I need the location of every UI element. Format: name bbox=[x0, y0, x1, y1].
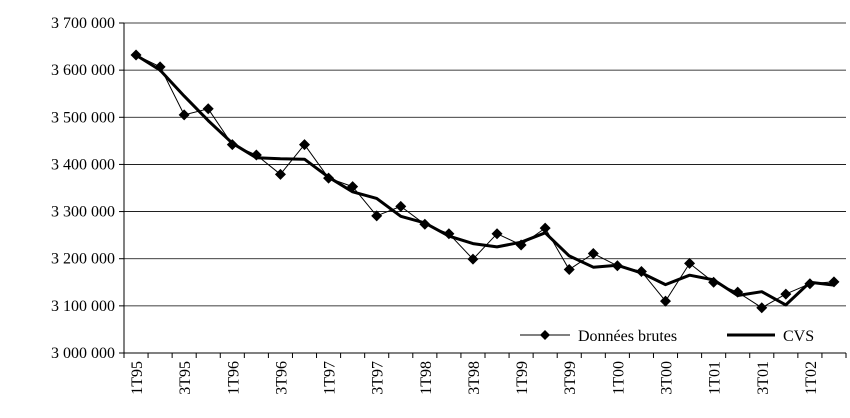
y-tick-label: 3 600 000 bbox=[51, 62, 115, 79]
series-group bbox=[130, 49, 840, 314]
y-tick-label: 3 000 000 bbox=[51, 345, 115, 362]
data-point-raw bbox=[635, 265, 647, 277]
x-tick-label: 1T95 bbox=[129, 361, 146, 395]
x-tick-label: 3T00 bbox=[659, 361, 676, 395]
data-point-raw bbox=[274, 168, 286, 180]
x-tick-label: 1T02 bbox=[803, 361, 820, 395]
data-point-raw bbox=[708, 276, 720, 288]
x-tick-label: 3T96 bbox=[273, 361, 290, 395]
data-point-raw bbox=[660, 295, 671, 307]
axes bbox=[123, 23, 846, 354]
y-tick-label: 3 500 000 bbox=[51, 109, 115, 126]
x-axis-ticks: 1T95 3T95 1T96 3T96 1T97 3T97 1T98 3T98 1T99 3T99… bbox=[123, 353, 847, 395]
data-point-raw bbox=[491, 228, 503, 240]
data-point-raw bbox=[371, 210, 383, 222]
data-point-raw bbox=[202, 103, 214, 115]
data-point-raw bbox=[539, 222, 551, 234]
data-point-raw bbox=[419, 218, 431, 230]
y-tick-label: 3 700 000 bbox=[51, 15, 115, 32]
x-tick-label: 1T97 bbox=[322, 361, 339, 395]
gridlines bbox=[124, 22, 846, 307]
y-tick-label: 3 300 000 bbox=[51, 204, 115, 221]
legend-cvs-label: CVS bbox=[783, 328, 814, 345]
legend-raw-marker bbox=[540, 330, 550, 340]
data-point-raw bbox=[347, 181, 359, 193]
data-point-raw bbox=[395, 200, 407, 212]
legend: Données brutes CVS bbox=[520, 328, 814, 345]
series-cvs-line bbox=[135, 53, 835, 307]
y-tick-label: 3 100 000 bbox=[51, 298, 115, 315]
x-tick-label: 3T97 bbox=[370, 361, 387, 395]
x-tick-label: 1T99 bbox=[514, 361, 531, 395]
data-point-raw bbox=[130, 49, 142, 61]
y-tick-label: 3 200 000 bbox=[51, 251, 115, 268]
x-tick-label: 1T98 bbox=[418, 361, 435, 395]
data-point-raw bbox=[756, 302, 768, 314]
x-tick-label: 1T00 bbox=[610, 361, 627, 395]
data-point-raw bbox=[611, 260, 623, 272]
x-tick-label: 3T99 bbox=[562, 361, 579, 395]
data-point-raw bbox=[154, 61, 166, 73]
x-tick-label: 3T98 bbox=[466, 361, 483, 395]
y-tick-label: 3 400 000 bbox=[51, 156, 115, 173]
data-point-raw bbox=[515, 239, 527, 251]
x-tick-label: 1T01 bbox=[707, 361, 724, 395]
data-point-raw bbox=[299, 139, 310, 151]
data-point-raw bbox=[563, 264, 575, 276]
data-point-raw bbox=[828, 276, 840, 288]
data-point-raw bbox=[780, 288, 792, 300]
data-point-raw bbox=[178, 109, 190, 121]
legend-raw-label: Données brutes bbox=[578, 328, 677, 345]
x-tick-label: 3T95 bbox=[177, 361, 194, 395]
data-point-raw bbox=[684, 257, 696, 269]
data-point-raw bbox=[732, 286, 744, 298]
data-point-raw bbox=[467, 253, 479, 265]
y-axis-ticks: 3 000 000 3 100 000 3 200 000 3 300 000 3 40… bbox=[51, 15, 124, 362]
data-point-raw bbox=[804, 278, 816, 290]
data-point-raw bbox=[443, 228, 455, 240]
data-point-raw bbox=[587, 248, 599, 260]
x-tick-label: 1T96 bbox=[225, 361, 242, 395]
x-tick-label: 3T01 bbox=[755, 361, 772, 395]
data-point-raw bbox=[250, 149, 262, 161]
data-point-raw bbox=[226, 139, 238, 151]
series-raw-line bbox=[135, 54, 835, 309]
data-point-raw bbox=[323, 172, 335, 184]
